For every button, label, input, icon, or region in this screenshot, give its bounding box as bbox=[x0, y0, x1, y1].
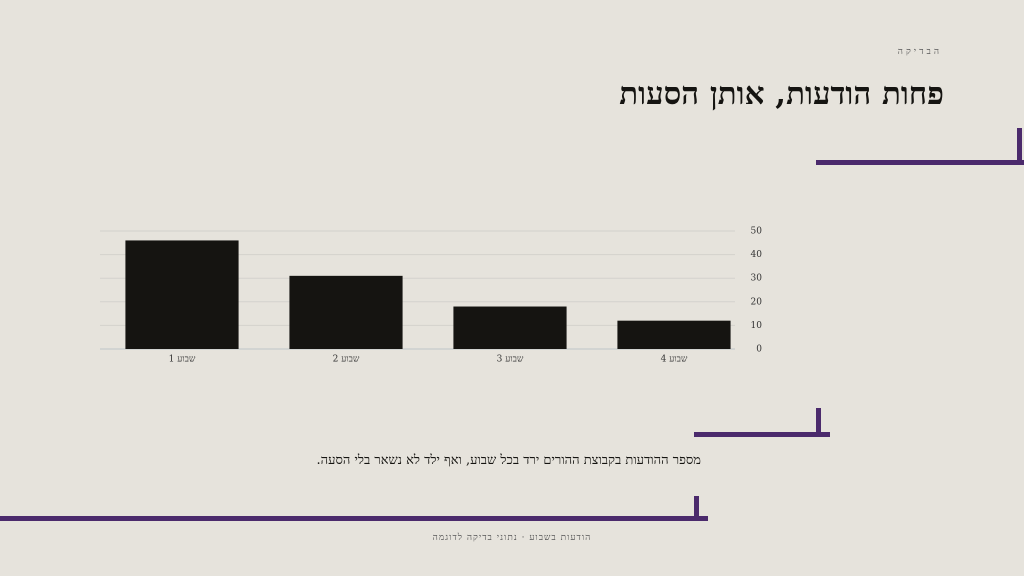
x-tick-label: שבוע 2 bbox=[333, 355, 360, 365]
x-tick-label: שבוע 4 bbox=[661, 355, 688, 365]
bar bbox=[617, 320, 731, 349]
caption: מספר ההודעות בקבוצת ההורים ירד בכל שבוע,… bbox=[316, 453, 701, 468]
bar bbox=[289, 275, 403, 349]
y-tick-label: 10 bbox=[751, 321, 763, 331]
y-tick-label: 0 bbox=[756, 345, 762, 355]
y-tick-label: 20 bbox=[751, 297, 763, 307]
accent-line bbox=[694, 496, 699, 521]
y-tick-label: 40 bbox=[751, 250, 763, 260]
x-tick-label: שבוע 3 bbox=[497, 355, 524, 365]
accent-line bbox=[1017, 128, 1022, 165]
accent-line bbox=[816, 408, 821, 437]
y-tick-label: 30 bbox=[751, 274, 763, 284]
footer: הודעות בשבוע · נתוני בדיקה לדוגמה bbox=[432, 533, 592, 543]
x-tick-label: שבוע 1 bbox=[169, 355, 196, 365]
eyebrow: הבדיקה bbox=[897, 47, 942, 57]
bar bbox=[453, 306, 567, 349]
accent-line bbox=[694, 432, 830, 437]
bar bbox=[125, 240, 239, 349]
accent-line bbox=[816, 160, 1024, 165]
accent-line bbox=[0, 516, 708, 521]
y-tick-label: 50 bbox=[751, 227, 763, 237]
slide-title: פחות הודעות, אותן הסעות bbox=[619, 76, 944, 112]
